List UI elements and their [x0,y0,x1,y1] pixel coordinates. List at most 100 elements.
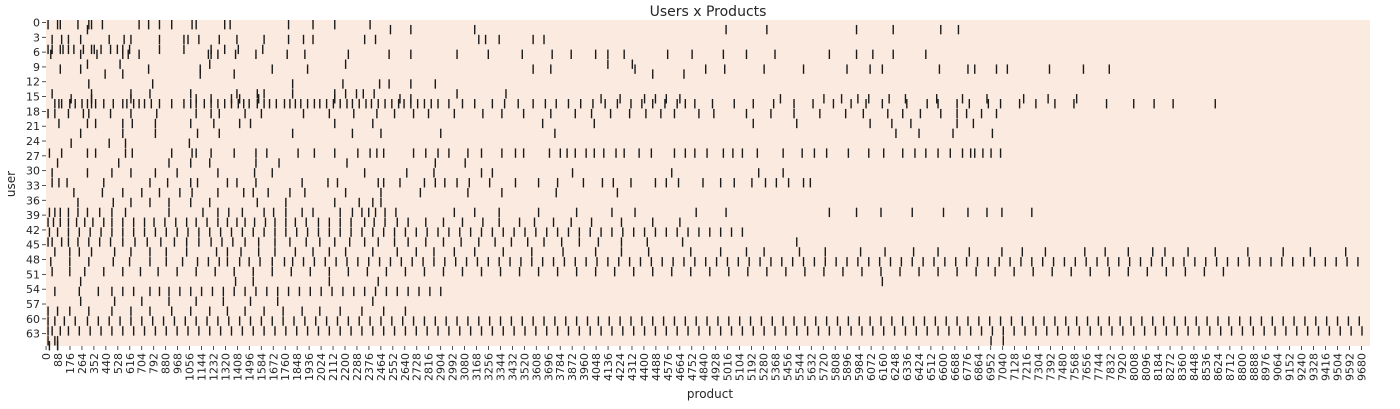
interaction-cell [347,49,350,60]
interaction-cell [944,257,946,267]
interaction-cell [514,148,517,158]
interaction-cell [1031,207,1033,218]
interaction-cell [104,69,106,79]
interaction-cell [90,44,93,55]
interaction-cell [1241,326,1244,336]
interaction-cell [369,148,371,158]
interaction-cell [79,34,82,45]
interaction-cell [1205,257,1207,267]
interaction-cell [358,197,360,208]
interaction-cell [802,178,805,188]
interaction-cell [594,247,597,257]
interaction-cell [1248,257,1250,267]
interaction-cell [1035,326,1037,336]
interaction-cell [709,266,711,277]
interaction-cell [411,257,413,267]
interaction-cell [488,316,491,326]
interaction-cell [86,316,89,326]
interaction-cell [226,217,229,227]
interaction-cell [252,227,254,237]
interaction-cell [641,99,643,109]
interaction-cell [1222,266,1225,277]
interaction-cell [994,266,996,277]
interaction-cell [150,99,153,109]
interaction-cell [168,158,170,168]
interaction-cell [840,94,843,104]
interaction-cell [56,227,59,237]
interaction-cell [593,148,595,158]
interaction-cell [999,316,1002,326]
interaction-cell [90,94,93,104]
interaction-cell [94,148,97,158]
y-tick-label: 21 [26,120,40,133]
interaction-cell [802,257,805,267]
interaction-cell [285,197,287,208]
interaction-cell [97,286,100,297]
interaction-cell [961,94,964,104]
x-tick-label: 6776 [961,353,974,381]
interaction-cell [297,148,299,158]
interaction-cell [615,148,617,158]
interaction-cell [67,237,70,247]
interaction-cell [738,316,741,326]
interaction-cell [1230,326,1233,336]
interaction-cell [209,158,211,168]
interaction-cell [393,326,396,336]
interaction-cell [217,207,219,218]
interaction-cell [187,326,189,336]
interaction-cell [164,217,166,227]
interaction-cell [482,217,484,227]
interaction-cell [1270,257,1272,267]
interaction-cell [1304,316,1306,326]
interaction-cell [395,207,397,218]
interaction-cell [380,316,382,326]
interaction-cell [888,94,890,104]
interaction-cell [828,326,831,336]
interaction-cell [128,44,131,55]
y-axis-label: user [4,171,18,197]
interaction-cell [1075,316,1078,326]
interaction-cell [244,286,246,297]
x-tick-label: 5104 [734,353,747,381]
interaction-cell [158,286,161,297]
interaction-cell [607,49,609,60]
interaction-cell [1274,326,1276,336]
interaction-cell [514,178,517,188]
interaction-cell [957,24,960,35]
interaction-cell [869,118,871,129]
interaction-cell [363,286,366,297]
interaction-cell [819,108,821,119]
interaction-cell [176,168,178,178]
interaction-cell [122,187,124,198]
interaction-cell [47,306,49,316]
interaction-cell [397,99,400,109]
interaction-cell [67,326,70,336]
interaction-cell [111,306,113,316]
interaction-cell [368,257,370,267]
interaction-cell [156,108,158,119]
interaction-cell [198,237,200,247]
interaction-cell [522,148,525,158]
interaction-cell [1086,316,1089,326]
interaction-cell [336,178,339,188]
interaction-cell [556,326,559,336]
interaction-cell [448,148,450,158]
interaction-cell [662,316,665,326]
interaction-cell [661,257,663,267]
x-tick-label: 4664 [674,353,687,381]
interaction-cell [427,108,430,119]
interaction-cell [1041,257,1044,267]
interaction-cell [67,44,70,55]
interaction-cell [456,89,458,99]
interaction-cell [230,227,233,237]
interaction-cell [298,286,301,297]
interaction-cell [233,266,235,277]
interaction-cell [677,178,680,188]
interaction-cell [195,148,197,158]
interaction-cell [772,99,775,109]
interaction-cell [122,266,124,277]
interaction-cell [101,20,104,30]
interaction-cell [47,326,49,336]
interaction-cell [733,178,735,188]
interaction-cell [702,178,704,188]
